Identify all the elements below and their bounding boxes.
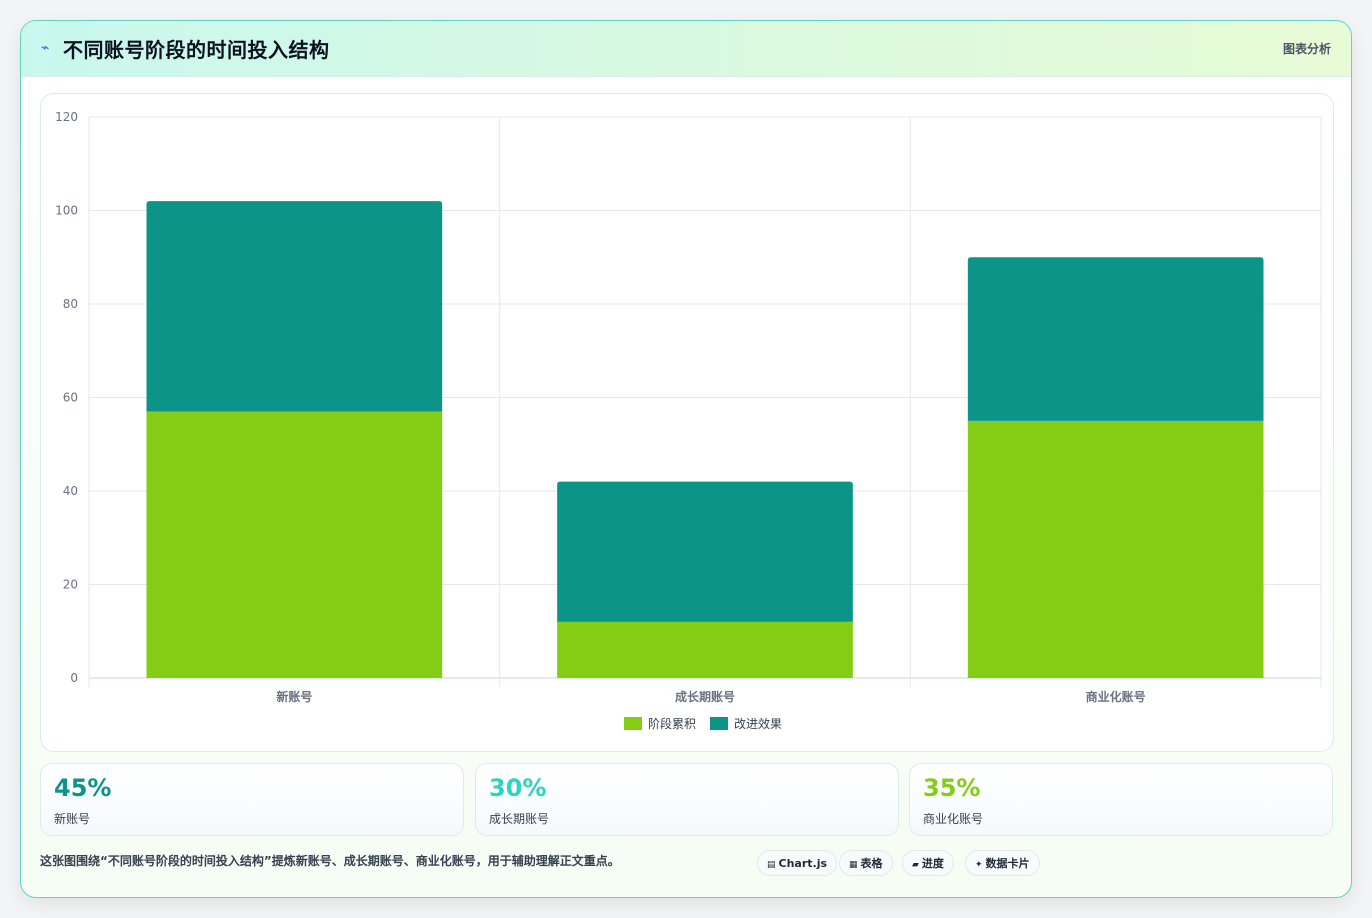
bar-segment (146, 201, 443, 412)
y-tick-label: 120 (55, 110, 78, 124)
chip-chartjs[interactable]: ▤ Chart.js (757, 850, 838, 876)
stat-value: 35% (923, 774, 981, 802)
x-tick-label: 成长期账号 (675, 689, 735, 704)
card-header: ⌁ 不同账号阶段的时间投入结构 图表分析 (21, 21, 1351, 77)
sparkle-icon: ✦ (975, 860, 983, 870)
stat-label: 成长期账号 (489, 812, 550, 826)
stat-card-growth: 30% 成长期账号 (475, 763, 899, 836)
chart-card: ⌁ 不同账号阶段的时间投入结构 图表分析 0 20 40 60 80 100 120 新账号成… (20, 20, 1352, 898)
stat-card-commercial: 35% 商业化账号 (909, 763, 1333, 836)
legend-label: 阶段累积 (648, 716, 696, 731)
stat-card-new: 45% 新账号 (40, 763, 464, 836)
chip-label: 进度 (921, 857, 944, 870)
y-tick-label: 60 (63, 391, 78, 405)
header-tag: 图表分析 (1282, 42, 1331, 56)
x-tick-label: 新账号 (276, 689, 312, 704)
chip-progress[interactable]: ▰ 进度 (902, 850, 954, 876)
stat-value: 45% (54, 774, 112, 802)
y-tick-label: 100 (55, 204, 78, 218)
y-tick-label: 0 (70, 671, 78, 685)
table-icon: ▦ (849, 860, 858, 870)
chip-label: 数据卡片 (985, 857, 1030, 870)
progress-icon: ▰ (912, 860, 919, 870)
stat-label: 新账号 (54, 812, 91, 826)
bar-segment (557, 481, 853, 622)
chip-label: Chart.js (778, 857, 828, 870)
chip-data-card[interactable]: ✦ 数据卡片 (965, 850, 1040, 876)
bar-segment (146, 411, 443, 678)
chart-icon: ▤ (767, 860, 776, 870)
chip-label: 表格 (860, 857, 883, 870)
y-tick-label: 20 (63, 578, 78, 592)
y-tick-label: 80 (63, 297, 78, 311)
chip-table[interactable]: ▦ 表格 (839, 850, 893, 876)
bar-segment (967, 257, 1264, 421)
x-tick-label: 商业化账号 (1086, 689, 1146, 704)
caption-text: 这张图围绕“不同账号阶段的时间投入结构”提炼新账号、成长期账号、商业化账号，用于… (40, 854, 620, 868)
bar-segment (967, 420, 1264, 678)
chart-container: 0 20 40 60 80 100 120 新账号 成长期账号 商业化账号阶段累积 改进效果 (40, 93, 1334, 752)
bar-segment (557, 621, 853, 678)
page-title: 不同账号阶段的时间投入结构 (63, 38, 330, 62)
stat-value: 30% (489, 774, 547, 802)
lightning-icon: ⌁ (41, 40, 50, 56)
legend-swatch (624, 717, 642, 730)
stat-label: 商业化账号 (923, 812, 984, 826)
legend-label: 改进效果 (734, 716, 782, 731)
y-tick-label: 40 (63, 484, 78, 498)
legend-swatch (710, 717, 728, 730)
